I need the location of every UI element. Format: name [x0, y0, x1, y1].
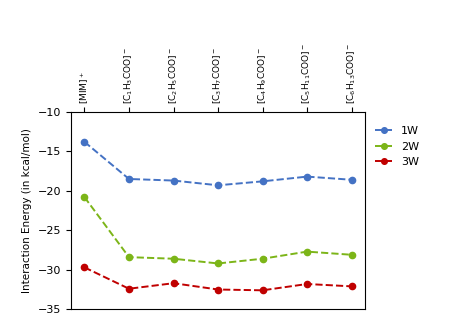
Line: 1W: 1W	[82, 139, 355, 189]
1W	[304, 175, 310, 179]
Y-axis label: Interaction Energy (in kcal/mol): Interaction Energy (in kcal/mol)	[22, 128, 32, 293]
2W	[82, 195, 87, 199]
Legend: 1W, 2W, 3W: 1W, 2W, 3W	[371, 122, 423, 172]
2W	[349, 253, 355, 257]
1W	[82, 140, 87, 144]
1W	[349, 178, 355, 182]
3W	[215, 288, 221, 291]
3W	[171, 281, 176, 285]
1W	[260, 179, 265, 183]
2W	[171, 257, 176, 261]
2W	[126, 255, 132, 259]
1W	[215, 183, 221, 187]
3W	[304, 282, 310, 286]
1W	[126, 177, 132, 181]
3W	[82, 266, 87, 269]
3W	[349, 284, 355, 288]
Line: 2W: 2W	[82, 194, 355, 266]
3W	[126, 287, 132, 291]
2W	[260, 257, 265, 261]
1W	[171, 179, 176, 183]
3W	[260, 288, 265, 292]
2W	[304, 250, 310, 254]
2W	[215, 262, 221, 266]
Line: 3W: 3W	[82, 264, 355, 293]
